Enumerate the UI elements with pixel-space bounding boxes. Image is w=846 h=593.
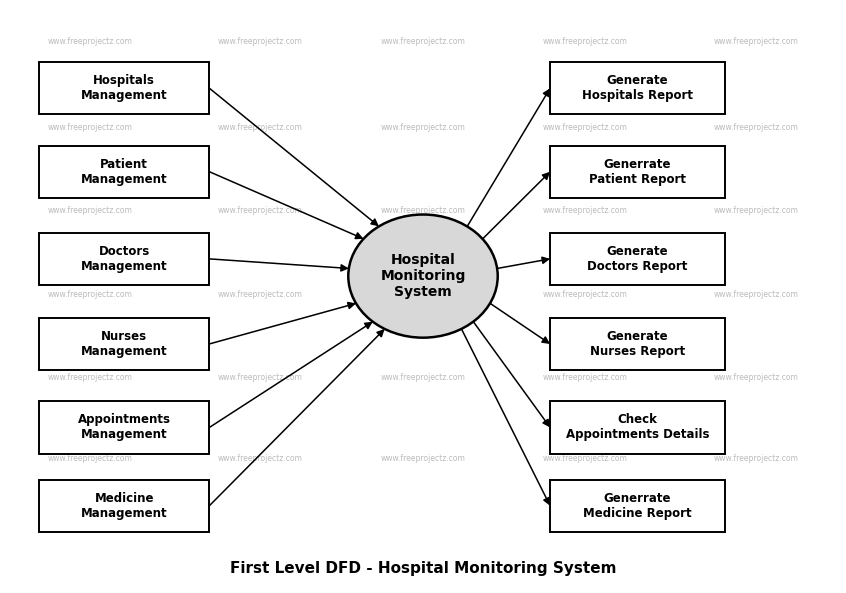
- Text: www.freeprojectz.com: www.freeprojectz.com: [218, 290, 303, 299]
- Text: www.freeprojectz.com: www.freeprojectz.com: [713, 123, 799, 132]
- Text: www.freeprojectz.com: www.freeprojectz.com: [47, 454, 133, 463]
- Text: www.freeprojectz.com: www.freeprojectz.com: [713, 374, 799, 382]
- Text: Generate
Hospitals Report: Generate Hospitals Report: [582, 74, 693, 102]
- Bar: [550, 480, 725, 532]
- Text: Medicine
Management: Medicine Management: [81, 492, 168, 519]
- Text: www.freeprojectz.com: www.freeprojectz.com: [218, 37, 303, 46]
- Text: www.freeprojectz.com: www.freeprojectz.com: [47, 290, 133, 299]
- Bar: [550, 146, 725, 198]
- Bar: [188, 552, 658, 585]
- Text: Appointments
Management: Appointments Management: [78, 413, 171, 441]
- Text: Hospital
Monitoring
System: Hospital Monitoring System: [381, 253, 465, 299]
- Text: Generate
Doctors Report: Generate Doctors Report: [587, 245, 688, 273]
- Text: www.freeprojectz.com: www.freeprojectz.com: [713, 290, 799, 299]
- Bar: [550, 233, 725, 285]
- Text: Doctors
Management: Doctors Management: [81, 245, 168, 273]
- Text: Generrate
Patient Report: Generrate Patient Report: [589, 158, 686, 186]
- Bar: [39, 62, 210, 114]
- Text: www.freeprojectz.com: www.freeprojectz.com: [543, 37, 628, 46]
- Bar: [39, 318, 210, 370]
- Text: www.freeprojectz.com: www.freeprojectz.com: [543, 454, 628, 463]
- Text: www.freeprojectz.com: www.freeprojectz.com: [543, 374, 628, 382]
- Text: www.freeprojectz.com: www.freeprojectz.com: [713, 454, 799, 463]
- Text: www.freeprojectz.com: www.freeprojectz.com: [47, 374, 133, 382]
- Text: Nurses
Management: Nurses Management: [81, 330, 168, 358]
- Text: www.freeprojectz.com: www.freeprojectz.com: [47, 37, 133, 46]
- Text: Hospitals
Management: Hospitals Management: [81, 74, 168, 102]
- Text: www.freeprojectz.com: www.freeprojectz.com: [47, 206, 133, 215]
- Text: www.freeprojectz.com: www.freeprojectz.com: [218, 123, 303, 132]
- Text: www.freeprojectz.com: www.freeprojectz.com: [381, 374, 465, 382]
- Text: www.freeprojectz.com: www.freeprojectz.com: [218, 454, 303, 463]
- Bar: [550, 62, 725, 114]
- Text: www.freeprojectz.com: www.freeprojectz.com: [47, 123, 133, 132]
- Text: www.freeprojectz.com: www.freeprojectz.com: [218, 374, 303, 382]
- Ellipse shape: [349, 215, 497, 337]
- Bar: [39, 401, 210, 454]
- Bar: [39, 146, 210, 198]
- Text: Generrate
Medicine Report: Generrate Medicine Report: [583, 492, 692, 519]
- Bar: [550, 401, 725, 454]
- Text: www.freeprojectz.com: www.freeprojectz.com: [381, 123, 465, 132]
- Text: www.freeprojectz.com: www.freeprojectz.com: [381, 206, 465, 215]
- Text: www.freeprojectz.com: www.freeprojectz.com: [543, 290, 628, 299]
- Text: www.freeprojectz.com: www.freeprojectz.com: [381, 290, 465, 299]
- Text: Patient
Management: Patient Management: [81, 158, 168, 186]
- Text: First Level DFD - Hospital Monitoring System: First Level DFD - Hospital Monitoring Sy…: [230, 561, 616, 576]
- Text: www.freeprojectz.com: www.freeprojectz.com: [713, 37, 799, 46]
- Text: www.freeprojectz.com: www.freeprojectz.com: [381, 37, 465, 46]
- Text: www.freeprojectz.com: www.freeprojectz.com: [381, 454, 465, 463]
- Text: Generate
Nurses Report: Generate Nurses Report: [590, 330, 685, 358]
- Bar: [39, 233, 210, 285]
- Text: www.freeprojectz.com: www.freeprojectz.com: [543, 206, 628, 215]
- Text: www.freeprojectz.com: www.freeprojectz.com: [218, 206, 303, 215]
- Text: www.freeprojectz.com: www.freeprojectz.com: [543, 123, 628, 132]
- Text: www.freeprojectz.com: www.freeprojectz.com: [713, 206, 799, 215]
- Bar: [39, 480, 210, 532]
- Text: Check
Appointments Details: Check Appointments Details: [566, 413, 709, 441]
- Bar: [550, 318, 725, 370]
